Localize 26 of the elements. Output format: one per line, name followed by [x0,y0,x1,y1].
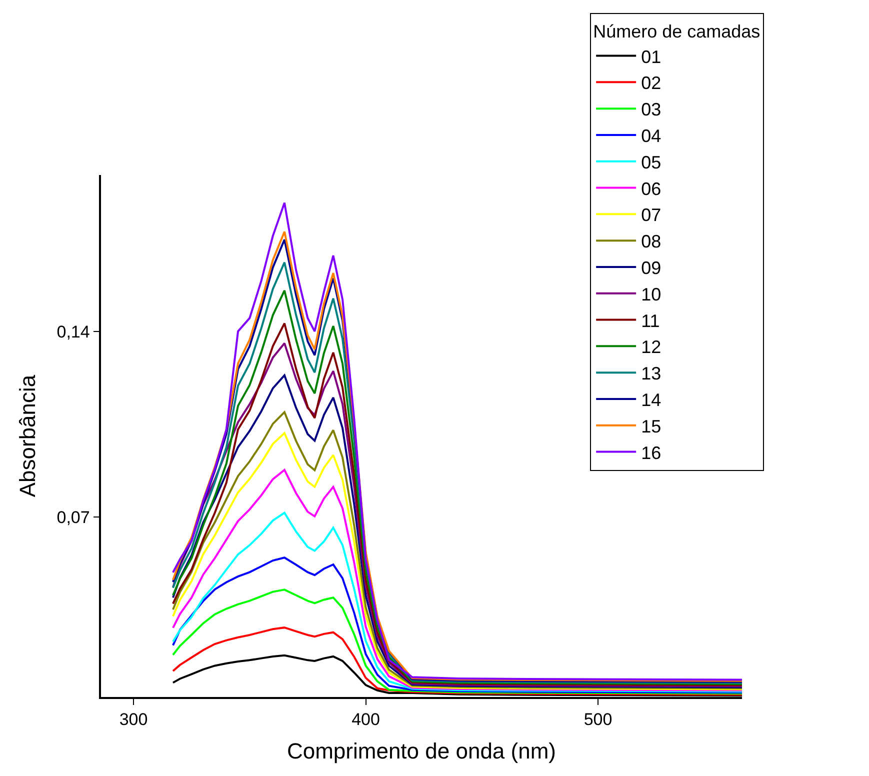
x-tick-label: 400 [352,710,380,730]
legend-title: Número de camadas [593,22,760,42]
legend-label: 12 [641,337,662,358]
legend-label: 14 [641,390,662,410]
legend-label: 02 [641,73,662,94]
x-tick-label: 300 [119,710,148,730]
x-axis-title: Comprimento de onda (nm) [286,738,556,764]
legend-label: 05 [641,152,662,172]
legend-label: 03 [641,100,662,120]
legend-label: 06 [641,178,662,199]
x-tick-label: 500 [584,710,612,730]
legend-label: 07 [641,205,662,226]
legend-label: 16 [641,442,662,463]
legend-label: 04 [641,126,662,146]
line-series [172,556,742,694]
y-tick-label: 0,14 [56,322,90,342]
line-series [172,512,742,692]
legend-label: 15 [641,416,662,436]
legend-label: 09 [641,258,662,278]
legend-label: 08 [641,232,662,252]
legend-label: 13 [641,364,662,384]
legend-label: 10 [641,284,662,304]
legend-label: 11 [641,310,660,331]
y-axis-title: Absorbância [15,374,40,498]
y-tick-label: 0,07 [56,508,90,527]
legend-label: 01 [641,46,662,67]
